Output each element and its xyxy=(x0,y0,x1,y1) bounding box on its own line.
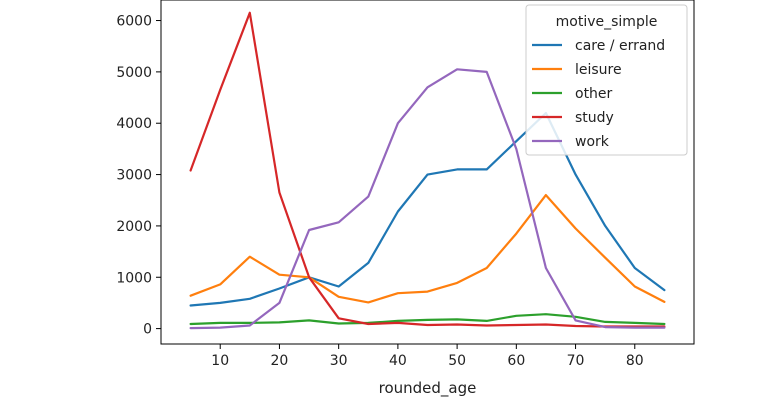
x-axis: 10 20 30 40 50 60 70 80 xyxy=(211,344,644,369)
legend-label: study xyxy=(575,110,614,126)
legend-label: other xyxy=(575,86,613,102)
y-tick-label: 4000 xyxy=(116,116,152,132)
series-line-work xyxy=(189,68,666,330)
y-tick-label: 5000 xyxy=(116,65,152,81)
x-tick-label: 60 xyxy=(507,353,525,369)
series-line-study xyxy=(189,11,666,328)
series-lines xyxy=(189,11,666,330)
x-tick-label: 50 xyxy=(448,353,466,369)
legend-label: care / errand xyxy=(575,38,665,54)
x-tick-label: 80 xyxy=(626,353,644,369)
y-tick-label: 6000 xyxy=(116,14,152,30)
y-tick-label: 3000 xyxy=(116,168,152,184)
x-tick-label: 30 xyxy=(330,353,348,369)
legend-label: work xyxy=(575,134,610,150)
legend-title: motive_simple xyxy=(556,14,658,30)
x-tick-label: 20 xyxy=(271,353,289,369)
y-axis: 0 1000 2000 3000 4000 5000 6000 xyxy=(116,14,161,338)
series-line-leisure xyxy=(189,194,666,304)
legend-label: leisure xyxy=(575,62,622,78)
legend: motive_simple care / errand leisure other s… xyxy=(525,4,688,156)
x-axis-label: rounded_age xyxy=(379,379,477,398)
y-tick-label: 0 xyxy=(143,322,152,338)
y-tick-label: 2000 xyxy=(116,219,152,235)
x-tick-label: 70 xyxy=(567,353,585,369)
plot-frame xyxy=(160,0,695,345)
series-line-other xyxy=(189,313,666,326)
y-tick-label: 1000 xyxy=(116,270,152,286)
series-line-care-errand xyxy=(189,111,666,307)
x-tick-label: 10 xyxy=(211,353,229,369)
legend-box xyxy=(525,4,688,156)
x-tick-label: 40 xyxy=(389,353,407,369)
